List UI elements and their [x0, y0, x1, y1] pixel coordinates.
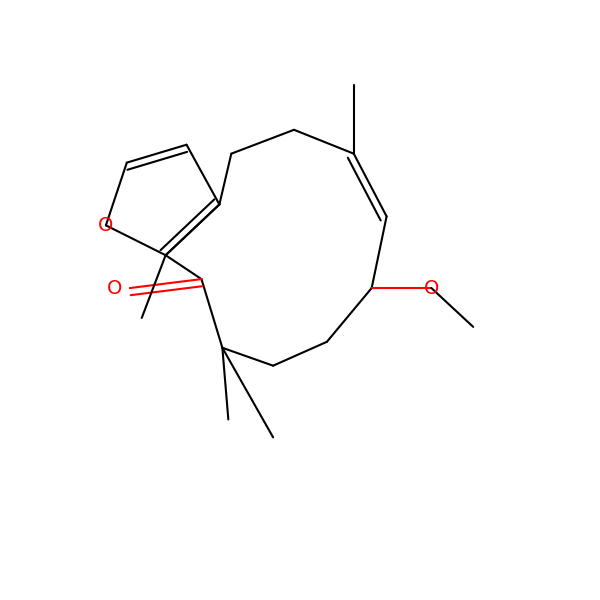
Text: O: O	[98, 216, 113, 235]
Text: O: O	[107, 278, 122, 298]
Text: O: O	[424, 278, 439, 298]
